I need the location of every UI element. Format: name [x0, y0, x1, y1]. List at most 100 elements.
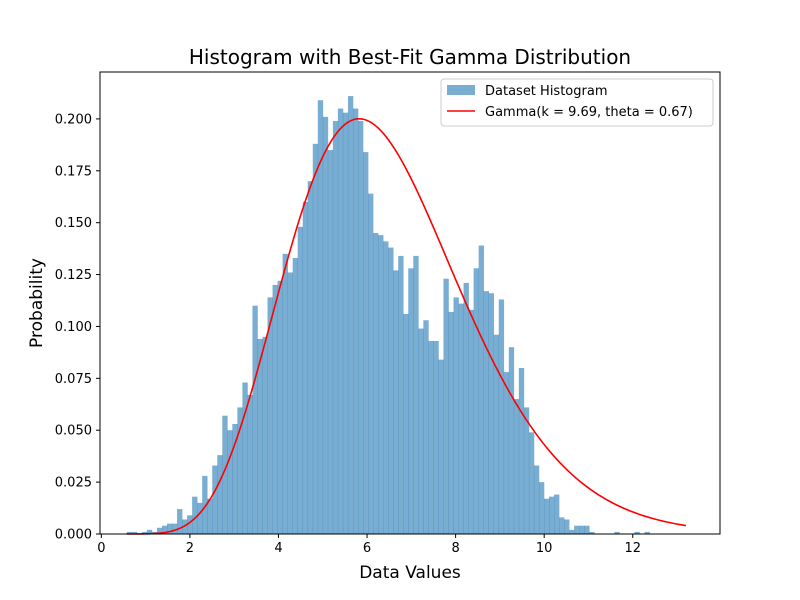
histogram-bar — [523, 407, 530, 534]
histogram-bar — [297, 226, 304, 534]
histogram-bar — [569, 529, 575, 534]
histogram-bar — [307, 181, 314, 535]
histogram-bar — [503, 372, 510, 534]
histogram-bar — [202, 475, 208, 534]
x-tick-label: 6 — [363, 541, 371, 556]
legend: Dataset Histogram Gamma(k = 9.69, theta … — [440, 78, 714, 127]
x-tick-label: 12 — [624, 541, 641, 556]
histogram-bar — [448, 311, 454, 534]
histogram-bar — [528, 432, 535, 534]
chart-title: Histogram with Best-Fit Gamma Distributi… — [189, 45, 631, 69]
histogram-bar — [167, 523, 173, 534]
histogram-bar — [302, 201, 309, 535]
x-tick-label: 8 — [451, 541, 459, 556]
histogram-bar — [463, 282, 469, 534]
histogram-bar — [453, 297, 459, 534]
histogram-bar — [262, 336, 268, 534]
histogram-bar — [222, 415, 228, 534]
histogram-bar — [403, 314, 409, 534]
histogram-bar — [483, 291, 489, 534]
histogram-bar — [337, 108, 344, 534]
histogram-bar — [644, 531, 650, 534]
histogram-bar — [378, 235, 384, 534]
histogram-bar — [252, 305, 258, 534]
histogram-bar — [433, 340, 439, 534]
histogram-bar — [393, 270, 399, 534]
y-tick-label: 0.050 — [55, 424, 92, 439]
histogram-bar — [428, 340, 434, 534]
histogram-bar — [232, 424, 238, 534]
histogram-bar — [468, 309, 474, 534]
histogram-bar — [358, 120, 364, 534]
y-axis-ticks: 0.000 0.025 0.050 0.075 0.100 0.125 0.150 0.175… — [55, 112, 100, 543]
histogram-bar — [187, 515, 193, 534]
histogram-bar — [413, 255, 419, 534]
y-tick-label: 0.175 — [55, 164, 92, 179]
x-tick-label: 10 — [536, 541, 553, 556]
histogram-bar — [146, 529, 153, 534]
histogram-bar — [584, 525, 590, 534]
histogram-bar — [538, 482, 545, 534]
histogram-bar — [559, 517, 565, 534]
histogram-bar — [267, 297, 273, 534]
plot-area: 0 2 4 6 8 10 12 0.000 0.025 0.050 0.075 0.100 0.125… — [55, 71, 721, 556]
x-axis-ticks: 0 2 4 6 8 10 12 — [97, 534, 641, 556]
histogram-bar — [518, 367, 525, 534]
legend-label-histogram: Dataset Histogram — [485, 84, 607, 99]
legend-label-gamma: Gamma(k = 9.69, theta = 0.67) — [485, 105, 693, 120]
histogram-bar — [438, 359, 444, 534]
histogram-bar — [212, 465, 218, 534]
histogram-bar — [317, 100, 324, 534]
y-tick-label: 0.075 — [55, 372, 92, 387]
histogram-bar — [172, 523, 178, 534]
histogram-bar — [383, 241, 389, 535]
histogram-bar — [368, 193, 374, 534]
histogram-bar — [388, 247, 394, 534]
histogram-bar — [373, 233, 379, 534]
histogram-bar — [131, 531, 138, 534]
histogram-bar — [247, 394, 253, 534]
gamma-curve-layer — [126, 117, 687, 535]
histogram-bar — [498, 299, 505, 534]
histogram-bar — [257, 338, 263, 534]
histogram-bar — [342, 112, 349, 535]
histogram-bars — [126, 96, 650, 535]
histogram-bar — [287, 272, 293, 534]
histogram-bar — [237, 407, 243, 534]
histogram-bar — [327, 150, 334, 535]
y-axis-label: Probability — [27, 258, 47, 348]
histogram-bar — [418, 328, 424, 534]
histogram-bar — [141, 531, 148, 534]
histogram-bar — [242, 382, 248, 534]
y-tick-label: 0.150 — [55, 216, 92, 231]
histogram-bar — [192, 496, 198, 534]
histogram-bar — [634, 531, 640, 534]
axes-frame — [99, 71, 721, 535]
histogram-bar — [458, 303, 464, 534]
histogram-bar — [207, 498, 213, 534]
histogram-bar — [473, 268, 479, 534]
histogram-bar — [554, 494, 560, 534]
histogram-bar — [589, 531, 595, 534]
y-tick-label: 0.100 — [55, 320, 92, 335]
histogram-bar — [574, 525, 580, 534]
histogram-bar — [217, 455, 223, 534]
histogram-bar — [408, 268, 414, 534]
histogram-bar — [478, 245, 484, 534]
gamma-fit-curve — [126, 117, 687, 535]
y-tick-label: 0.200 — [55, 112, 92, 127]
histogram-bar — [564, 519, 570, 534]
y-tick-label: 0.025 — [55, 476, 92, 491]
histogram-bar — [126, 531, 133, 534]
x-tick-label: 4 — [274, 541, 282, 556]
histogram-bar — [488, 293, 495, 534]
histogram-bar — [227, 430, 233, 534]
histogram-bar — [508, 347, 515, 534]
histogram-bar — [533, 465, 540, 534]
histogram-bar — [161, 525, 168, 534]
histogram-bar — [292, 257, 298, 534]
histogram-bar — [156, 527, 163, 534]
x-tick-label: 0 — [97, 541, 105, 556]
histogram-bar — [543, 498, 550, 534]
